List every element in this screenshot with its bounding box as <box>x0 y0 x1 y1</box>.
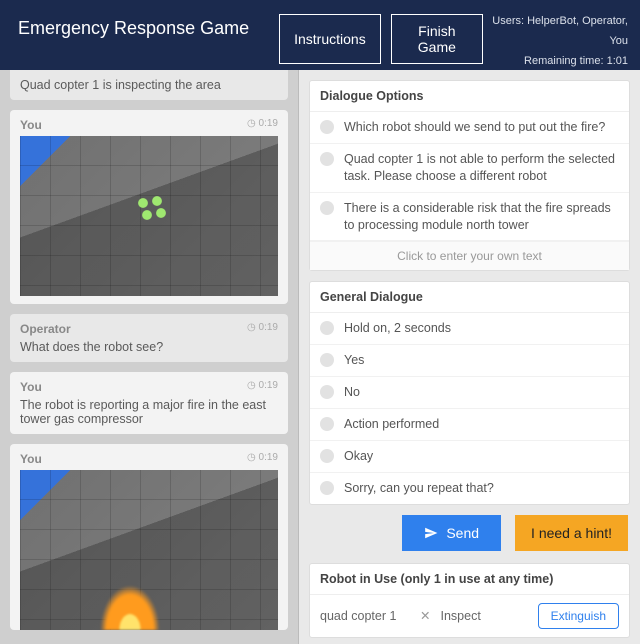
dialogue-option[interactable]: Hold on, 2 seconds <box>310 313 629 345</box>
option-text: There is a considerable risk that the fi… <box>344 200 619 234</box>
robot-skill: Inspect <box>440 609 527 623</box>
chat-message: You 0:19 <box>10 444 288 630</box>
panel-title: General Dialogue <box>310 282 629 313</box>
camera-feed-image <box>20 136 278 296</box>
chat-text: Quad copter 1 is inspecting the area <box>20 78 278 92</box>
header-buttons: Instructions Finish Game <box>279 14 483 64</box>
panel-title: Robot in Use (only 1 in use at any time) <box>310 564 629 595</box>
radio-icon <box>320 385 334 399</box>
option-text: Action performed <box>344 416 619 433</box>
option-text: Yes <box>344 352 619 369</box>
chat-sender: Operator <box>20 322 71 336</box>
robot-in-use-panel: Robot in Use (only 1 in use at any time)… <box>309 563 630 638</box>
chat-time: 0:19 <box>247 322 278 336</box>
dialogue-option[interactable]: Sorry, can you repeat that? <box>310 473 629 504</box>
chat-message: You 0:19 <box>10 110 288 304</box>
radio-icon <box>320 201 334 215</box>
panel-title: Dialogue Options <box>310 81 629 112</box>
radio-icon <box>320 321 334 335</box>
extinguish-button[interactable]: Extinguish <box>538 603 619 629</box>
dialogue-option[interactable]: Okay <box>310 441 629 473</box>
chat-text: The robot is reporting a major fire in t… <box>20 398 278 426</box>
action-buttons: Send I need a hint! <box>309 515 628 551</box>
radio-icon <box>320 417 334 431</box>
remaining-time: Remaining time: 1:01 <box>483 52 628 72</box>
chat-time: 0:19 <box>247 118 278 132</box>
robot-in-use-row: quad copter 1 ✕ Inspect Extinguish <box>310 595 629 637</box>
option-text: Quad copter 1 is not able to perform the… <box>344 151 619 185</box>
dialogue-options-panel: Dialogue Options Which robot should we s… <box>309 80 630 271</box>
users-label: Users: HelperBot, Operator, You <box>483 12 628 52</box>
chat-sender: You <box>20 118 42 132</box>
control-panel: Dialogue Options Which robot should we s… <box>298 70 640 644</box>
app-title: Emergency Response Game <box>18 18 249 39</box>
app-header: Emergency Response Game Instructions Fin… <box>0 0 640 70</box>
header-status: Users: HelperBot, Operator, You Remainin… <box>483 12 628 71</box>
dialogue-option[interactable]: No <box>310 377 629 409</box>
radio-icon <box>320 353 334 367</box>
send-icon <box>424 526 438 540</box>
radio-icon <box>320 152 334 166</box>
chat-message: You 0:19 The robot is reporting a major … <box>10 372 288 434</box>
dialogue-option[interactable]: There is a considerable risk that the fi… <box>310 193 629 242</box>
chat-time: 0:19 <box>247 452 278 466</box>
camera-feed-image <box>20 470 278 630</box>
chat-text: What does the robot see? <box>20 340 278 354</box>
chat-panel: Quad copter 1 is inspecting the area You… <box>0 70 298 644</box>
remove-icon[interactable]: ✕ <box>420 608 430 623</box>
finish-game-button[interactable]: Finish Game <box>391 14 483 64</box>
general-dialogue-panel: General Dialogue Hold on, 2 seconds Yes … <box>309 281 630 504</box>
radio-icon <box>320 449 334 463</box>
chat-time: 0:19 <box>247 380 278 394</box>
main-area: Quad copter 1 is inspecting the area You… <box>0 70 640 644</box>
send-button[interactable]: Send <box>402 515 501 551</box>
dialogue-option[interactable]: Action performed <box>310 409 629 441</box>
chat-message: Operator 0:19 What does the robot see? <box>10 314 288 362</box>
custom-text-input[interactable]: Click to enter your own text <box>310 241 629 270</box>
radio-icon <box>320 120 334 134</box>
instructions-button[interactable]: Instructions <box>279 14 381 64</box>
hint-button[interactable]: I need a hint! <box>515 515 628 551</box>
radio-icon <box>320 481 334 495</box>
dialogue-option[interactable]: Yes <box>310 345 629 377</box>
chat-sender: You <box>20 452 42 466</box>
option-text: Sorry, can you repeat that? <box>344 480 619 497</box>
chat-message: Quad copter 1 is inspecting the area <box>10 70 288 100</box>
send-label: Send <box>446 525 479 541</box>
option-text: Hold on, 2 seconds <box>344 320 619 337</box>
robot-name: quad copter 1 <box>320 609 410 623</box>
option-text: No <box>344 384 619 401</box>
chat-sender: You <box>20 380 42 394</box>
option-text: Which robot should we send to put out th… <box>344 119 619 136</box>
dialogue-option[interactable]: Which robot should we send to put out th… <box>310 112 629 144</box>
option-text: Okay <box>344 448 619 465</box>
dialogue-option[interactable]: Quad copter 1 is not able to perform the… <box>310 144 629 193</box>
